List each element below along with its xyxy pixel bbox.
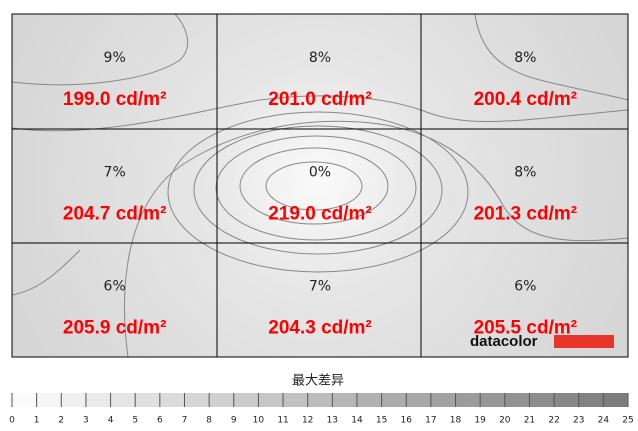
scale-swatch (504, 393, 530, 407)
scale-swatch (209, 393, 234, 407)
contours (11, 13, 629, 358)
scale-swatch (233, 393, 259, 407)
deviation-label: 8% (514, 50, 536, 66)
scale-swatch (529, 393, 555, 407)
logo-text: datacolor (470, 333, 538, 350)
scale-swatch (356, 393, 382, 407)
scale-swatch (110, 393, 136, 407)
scale-swatch (603, 393, 628, 407)
scale-swatch (135, 393, 160, 407)
deviation-label: 7% (309, 279, 331, 295)
luminance-label: 199.0 cd/m² (63, 89, 167, 110)
scale-tick-label: 18 (450, 416, 462, 426)
deviation-label: 8% (309, 50, 331, 66)
scale-tick-label: 7 (182, 416, 188, 426)
scale-tick-label: 15 (376, 416, 387, 426)
luminance-label: 219.0 cd/m² (268, 203, 372, 224)
scale-swatch (159, 393, 185, 407)
scale-swatch (455, 393, 481, 407)
scale-tick-label: 16 (401, 416, 413, 426)
scale-tick-label: 3 (83, 416, 89, 426)
scale-swatch (406, 393, 431, 407)
cell (12, 243, 217, 357)
luminance-label: 205.9 cd/m² (63, 318, 167, 339)
cell (12, 128, 217, 242)
logo-bar (554, 335, 614, 348)
scale-swatch (12, 393, 37, 407)
luminance-label: 201.0 cd/m² (268, 89, 372, 110)
deviation-label: 7% (104, 164, 126, 180)
scale-tick-label: 25 (622, 416, 633, 426)
scale-tick-label: 22 (548, 416, 559, 426)
scale-tick-label: 23 (573, 416, 584, 426)
scale-tick-label: 8 (206, 416, 212, 426)
scale-tick-label: 21 (524, 416, 535, 426)
deviation-label: 0% (309, 164, 331, 180)
scale-swatch (381, 393, 407, 407)
scale-swatch (36, 393, 62, 407)
scale-swatch (554, 393, 579, 407)
deviation-label: 6% (514, 279, 536, 295)
grid-lines (11, 13, 629, 358)
scale-swatch (578, 393, 604, 407)
cell (423, 14, 628, 128)
cell (217, 14, 422, 128)
scale-swatch (184, 393, 210, 407)
scale-swatch (61, 393, 86, 407)
scale-swatch (307, 393, 333, 407)
scale-tick-label: 14 (351, 416, 363, 426)
deviation-label: 9% (104, 50, 126, 66)
scale-tick-label: 1 (34, 416, 40, 426)
scale-tick-label: 4 (108, 416, 114, 426)
luminance-label: 204.3 cd/m² (268, 318, 372, 339)
scale-swatch (258, 393, 284, 407)
scale-tick-label: 12 (302, 416, 313, 426)
scale-tick-label: 10 (253, 416, 265, 426)
logo: datacolor (470, 333, 614, 350)
scale-swatch (332, 393, 357, 407)
cell (217, 243, 422, 357)
deviation-label: 8% (514, 164, 536, 180)
luminance-label: 200.4 cd/m² (474, 89, 578, 110)
scale-tick-label: 13 (327, 416, 338, 426)
scale-swatch (430, 393, 456, 407)
scale-swatch (283, 393, 308, 407)
luminance-label: 205.5 cd/m² (474, 318, 578, 339)
scale-tick-label: 19 (474, 416, 486, 426)
deviation-label: 6% (104, 279, 126, 295)
scale-title: 最大差异 (292, 374, 344, 389)
scale-tick-label: 9 (231, 416, 237, 426)
scale-tick-label: 17 (425, 416, 436, 426)
luminance-label: 204.7 cd/m² (63, 203, 167, 224)
scale-swatch (85, 393, 111, 407)
scale-tick-label: 11 (277, 416, 288, 426)
panel-background (12, 14, 628, 357)
scale-tick-label: 20 (499, 416, 511, 426)
cell (217, 128, 422, 242)
scale-tick-label: 0 (9, 416, 15, 426)
scale-tick-label: 2 (58, 416, 64, 426)
scale-tick-label: 24 (598, 416, 610, 426)
cell (423, 128, 628, 242)
scale-swatch (480, 393, 505, 407)
cell (12, 14, 217, 128)
luminance-label: 201.3 cd/m² (474, 203, 578, 224)
scale-tick-label: 5 (132, 416, 138, 426)
scale-tick-label: 6 (157, 416, 163, 426)
